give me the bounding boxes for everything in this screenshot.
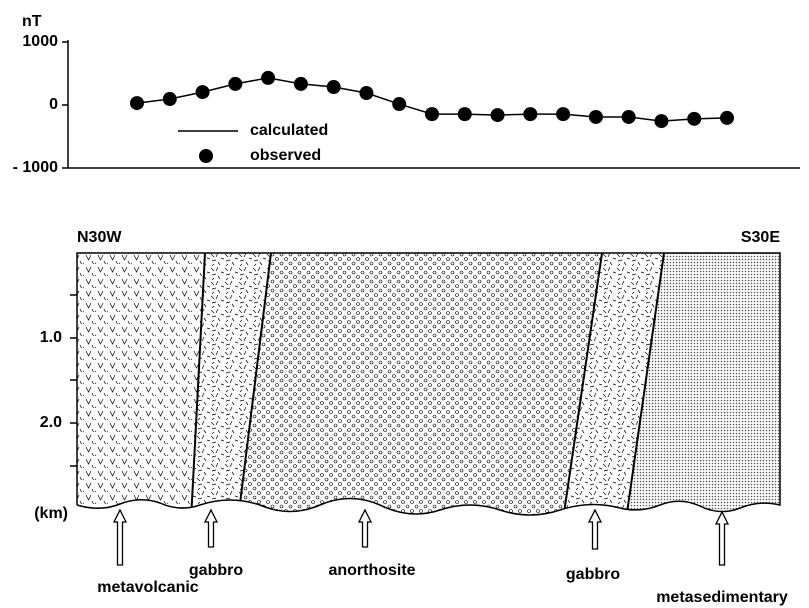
observed-point [720,111,734,125]
depth-label: 2.0 [40,414,62,431]
observed-point [359,86,373,100]
unit-label: metavolcanic [97,579,198,596]
observed-point [327,80,341,94]
observed-point [523,107,537,121]
observed-point [589,110,603,124]
observed-point [556,107,570,121]
legend-marker [199,149,213,163]
section-right-label: S30E [741,229,780,246]
observed-point [294,77,308,91]
section-left-label: N30W [77,229,122,246]
observed-point [163,92,177,106]
depth-label: 1.0 [40,329,62,346]
legend-label: calculated [250,122,328,139]
y-tick-label: 0 [49,96,58,113]
y-tick-label: - 1000 [13,159,58,176]
observed-point [228,77,242,91]
observed-point [261,71,275,85]
observed-point [654,114,668,128]
y-tick-label: 1000 [22,33,58,50]
metavolcanic-unit [77,253,205,520]
y-axis-title: nT [22,13,42,30]
observed-point [196,85,210,99]
figure: nT N30W S30E 1.0 2.0 (km) metavolcanic g… [0,0,809,608]
observed-point [425,107,439,121]
depth-ticks [70,295,77,466]
unit-label: gabbro [566,566,620,583]
unit-label: anorthosite [328,562,415,579]
arrows [114,510,728,565]
observed-point [130,96,144,110]
observed-point [392,97,406,111]
depth-label: (km) [34,505,68,522]
observed-point [491,108,505,122]
unit-label: metasedimentary [656,589,788,606]
observed-point [458,107,472,121]
unit-label: gabbro [189,562,243,579]
anorthosite-unit [238,253,602,520]
observed-point [687,112,701,126]
legend-label: observed [250,147,321,164]
cross-section [77,253,780,520]
observed-point [622,110,636,124]
